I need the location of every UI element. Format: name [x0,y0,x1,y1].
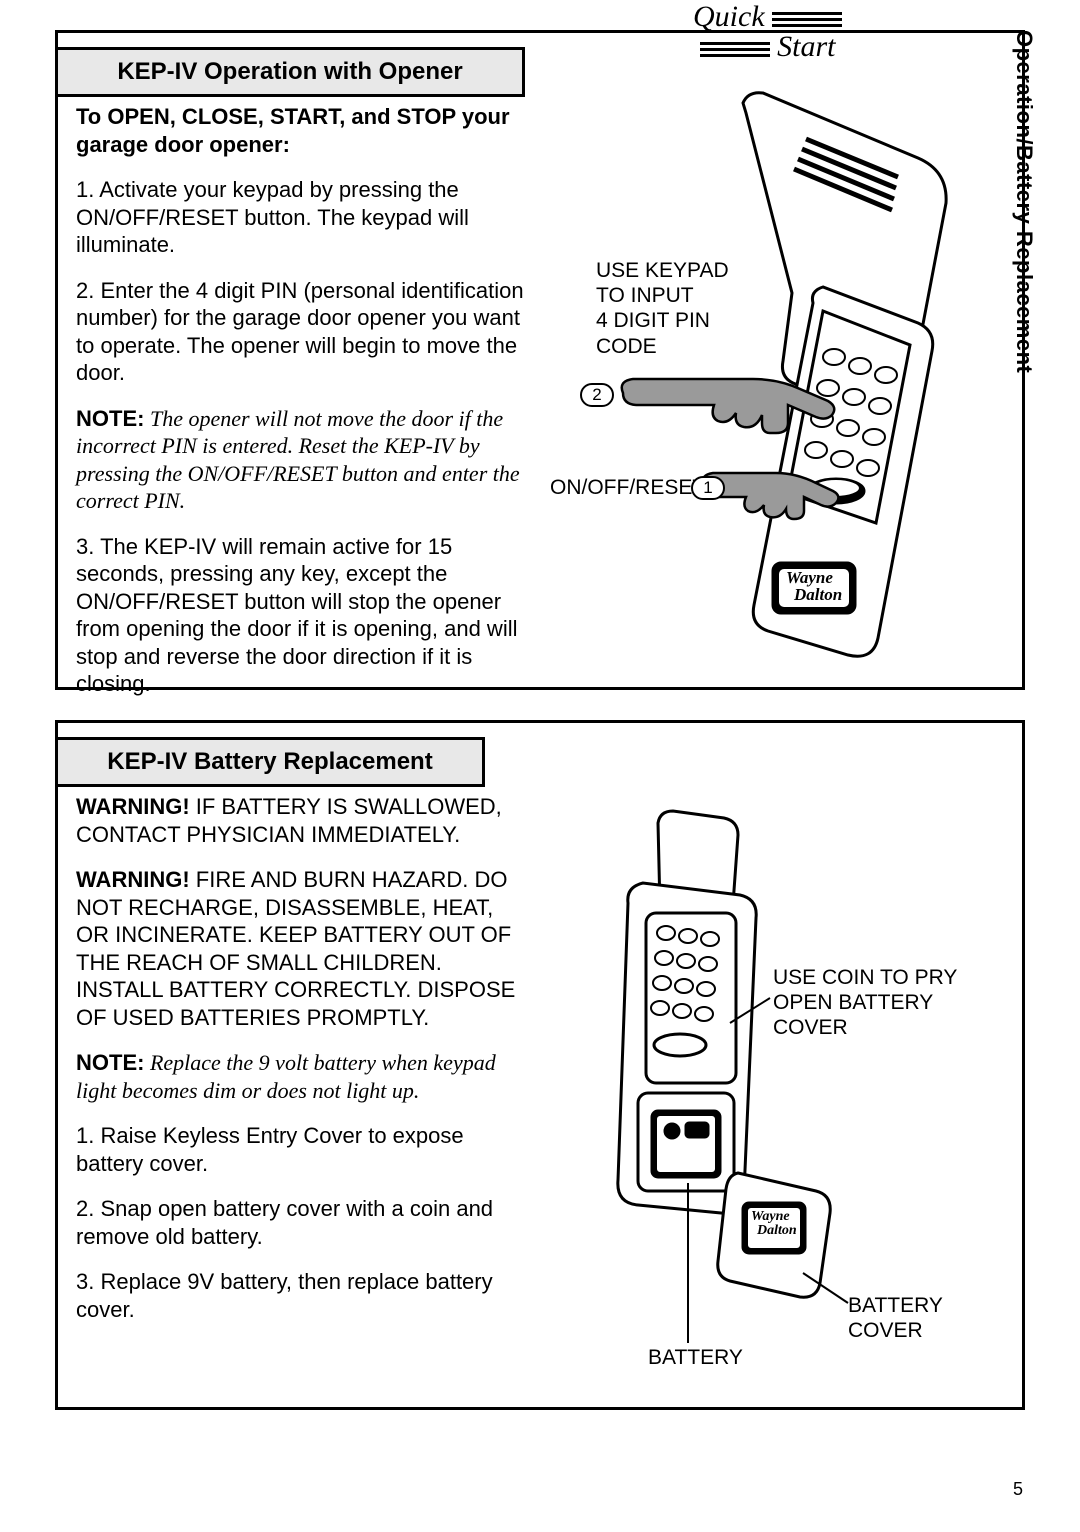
brand-l2: Dalton [757,1224,797,1238]
callout-line: BATTERY [848,1293,943,1318]
operation-section: KEP-IV Operation with Opener To OPEN, CL… [55,30,1025,690]
operation-text: To OPEN, CLOSE, START, and STOP your gar… [76,103,526,716]
brand-l2: Dalton [794,586,842,603]
callout-line: CODE [596,334,729,359]
callout-battery: BATTERY [648,1345,743,1370]
callout-onoff: ON/OFF/RESET [550,475,705,500]
operation-title: KEP-IV Operation with Opener [55,47,525,97]
callout-line: COVER [773,1015,957,1040]
note-label: NOTE: [76,406,144,431]
battery-step1: 1. Raise Keyless Entry Cover to expose b… [76,1122,526,1177]
brand-l1: Wayne [751,1210,797,1224]
quickstart-lines-icon [772,9,842,30]
operation-note: NOTE: The opener will not move the door … [76,405,526,515]
step-num-2: 2 [580,383,614,407]
callout-coin: USE COIN TO PRY OPEN BATTERY COVER [773,965,957,1041]
warning-label: WARNING! [76,794,190,819]
battery-warning2: WARNING! FIRE AND BURN HAZARD. DO NOT RE… [76,866,526,1031]
keypad-svg [548,83,1008,673]
warning-label: WARNING! [76,867,190,892]
battery-warning1: WARNING! IF BATTERY IS SWALLOWED, CONTAC… [76,793,526,848]
callout-line: TO INPUT [596,283,729,308]
page-number: 5 [1013,1479,1023,1500]
battery-text: WARNING! IF BATTERY IS SWALLOWED, CONTAC… [76,793,526,1341]
brand-label: Wayne Dalton [786,569,842,603]
battery-diagram: USE COIN TO PRY OPEN BATTERY COVER BATTE… [548,783,1008,1393]
callout-cover: BATTERY COVER [848,1293,943,1343]
battery-title: KEP-IV Battery Replacement [55,737,485,787]
callout-line: COVER [848,1318,943,1343]
battery-step3: 3. Replace 9V battery, then replace batt… [76,1268,526,1323]
callout-line: OPEN BATTERY [773,990,957,1015]
brand-label-2: Wayne Dalton [751,1210,797,1238]
page: Operation/Battery Replacement 5 Quick St… [55,30,1025,1470]
battery-note: NOTE: Replace the 9 volt battery when ke… [76,1049,526,1104]
battery-section: KEP-IV Battery Replacement WARNING! IF B… [55,720,1025,1410]
note-label: NOTE: [76,1050,144,1075]
quickstart-word1: Quick [693,0,765,33]
operation-step1: 1. Activate your keypad by pressing the … [76,176,526,259]
operation-step2: 2. Enter the 4 digit PIN (personal ident… [76,277,526,387]
callout-keypad: USE KEYPAD TO INPUT 4 DIGIT PIN CODE [596,258,729,359]
callout-line: USE COIN TO PRY [773,965,957,990]
operation-heading: To OPEN, CLOSE, START, and STOP your gar… [76,103,526,158]
step-num-1: 1 [691,476,725,500]
battery-step2: 2. Snap open battery cover with a coin a… [76,1195,526,1250]
operation-step3: 3. The KEP-IV will remain active for 15 … [76,533,526,698]
callout-line: 4 DIGIT PIN [596,308,729,333]
callout-line: USE KEYPAD [596,258,729,283]
keypad-diagram: USE KEYPAD TO INPUT 4 DIGIT PIN CODE 2 O… [548,83,1008,673]
brand-l1: Wayne [786,569,842,586]
